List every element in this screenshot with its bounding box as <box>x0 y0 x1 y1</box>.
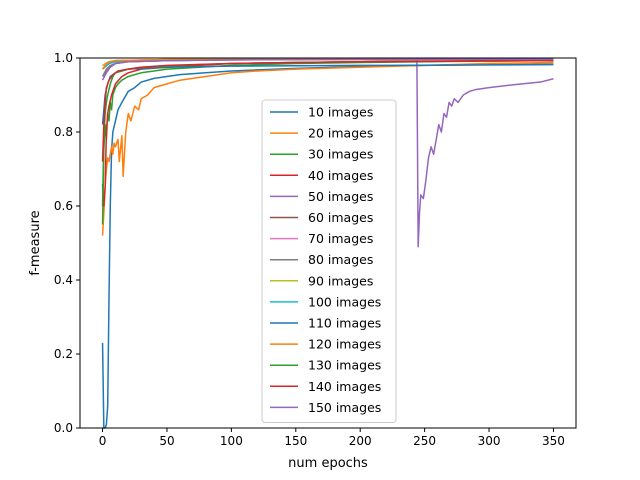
x-tick-label: 50 <box>159 434 174 448</box>
y-axis-label: f-measure <box>28 210 43 275</box>
legend-box <box>261 99 397 423</box>
y-tick-label: 1.0 <box>54 51 73 65</box>
legend-label: 100 images <box>308 294 381 309</box>
x-tick-label: 150 <box>284 434 307 448</box>
y-tick-label: 0.2 <box>54 347 73 361</box>
legend-label: 10 images <box>308 105 373 120</box>
x-tick-label: 0 <box>99 434 107 448</box>
y-tick-label: 0.6 <box>54 199 73 213</box>
legend-label: 80 images <box>308 252 373 267</box>
x-tick-label: 250 <box>413 434 436 448</box>
x-axis-label: num epochs <box>288 456 368 471</box>
y-tick-label: 0.8 <box>54 125 73 139</box>
legend-label: 150 images <box>308 400 381 415</box>
x-tick-label: 100 <box>220 434 243 448</box>
x-tick-label: 350 <box>542 434 565 448</box>
x-tick-label: 200 <box>349 434 372 448</box>
series-line-2 <box>101 61 554 236</box>
y-axis-ticks: 0.0 0.2 0.4 0.6 0.8 1.0 <box>54 51 80 435</box>
legend-label: 140 images <box>308 379 381 394</box>
y-tick-label: 0.4 <box>54 273 73 287</box>
legend-label: 40 images <box>308 168 373 183</box>
series-line-15 <box>101 58 554 81</box>
legend-label: 50 images <box>308 189 373 204</box>
x-tick-label: 300 <box>478 434 501 448</box>
legend-label: 120 images <box>308 337 381 352</box>
legend-label: 60 images <box>308 210 373 225</box>
y-tick-label: 0.0 <box>54 421 73 435</box>
legend-label: 20 images <box>308 126 373 141</box>
x-axis-ticks: 0 50 100 150 200 250 300 350 <box>99 428 565 448</box>
legend-label: 70 images <box>308 231 373 246</box>
plot-frame <box>79 57 577 429</box>
legend-label: 130 images <box>308 358 381 373</box>
legend-label: 30 images <box>308 147 373 162</box>
series-line-14 <box>101 59 554 162</box>
legend: 10 images 20 images 30 images 40 images 50 i… <box>261 99 397 423</box>
legend-label: 90 images <box>308 273 373 288</box>
legend-label: 110 images <box>308 316 381 331</box>
series-lines <box>101 57 554 429</box>
